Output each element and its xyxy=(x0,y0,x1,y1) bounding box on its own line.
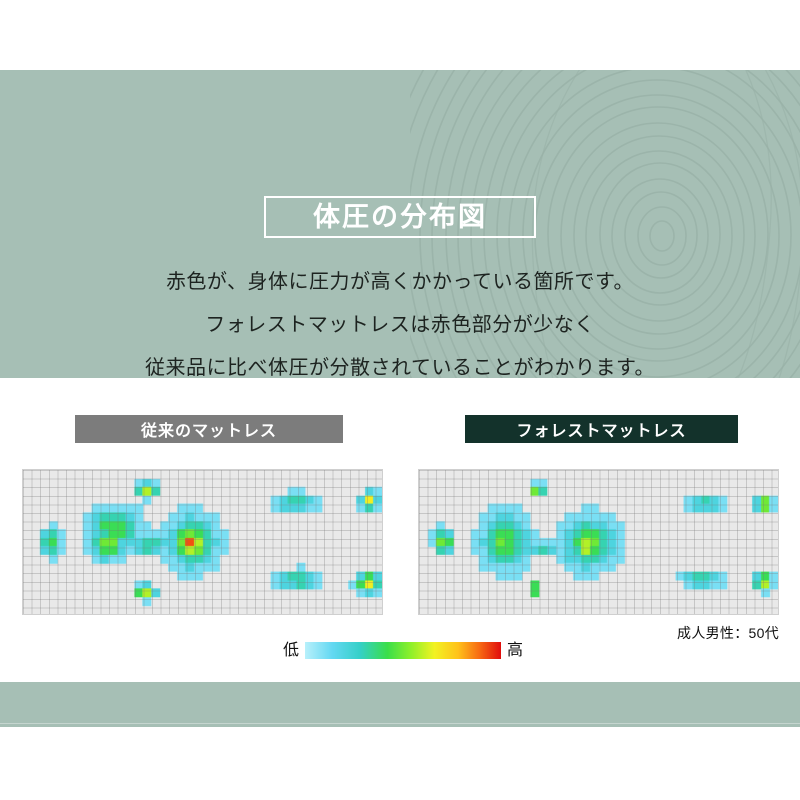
pressure-legend: 低 高 xyxy=(283,642,523,659)
heatmap-forest xyxy=(418,469,779,615)
legend-gradient-bar xyxy=(305,642,502,659)
heatmap-forest-canvas xyxy=(419,470,778,614)
footer-band xyxy=(0,682,800,727)
hero-description-line-2: フォレストマットレスは赤色部分が少なく xyxy=(205,314,595,336)
panel-label-conventional: 従来のマットレス xyxy=(75,415,343,443)
comparison-section: 従来のマットレス フォレストマットレス 成人男性：50代 低 高 xyxy=(0,378,800,682)
legend-low-label: 低 xyxy=(283,641,300,659)
panel-label-conventional-text: 従来のマットレス xyxy=(140,423,277,440)
hero-description-line-3: 従来品に比べ体圧が分散されていることがわかります。 xyxy=(145,357,655,378)
footer-hairline xyxy=(0,723,800,724)
page-title: 体圧の分布図 xyxy=(313,201,487,232)
subject-note: 成人男性：50代 xyxy=(677,625,779,641)
heatmap-conventional-canvas xyxy=(23,470,382,614)
panel-label-forest: フォレストマットレス xyxy=(465,415,738,443)
hero-description-line-1: 赤色が、身体に圧力が高くかかっている箇所です。 xyxy=(165,271,635,293)
panel-label-forest-text: フォレストマットレス xyxy=(516,423,687,440)
hero-description: 赤色が、身体に圧力が高くかかっている箇所です。 フォレストマットレスは赤色部分が… xyxy=(0,261,800,378)
heatmap-conventional xyxy=(22,469,383,615)
hero-section: 体圧の分布図 赤色が、身体に圧力が高くかかっている箇所です。 フォレストマットレ… xyxy=(0,70,800,378)
hero-title-box: 体圧の分布図 xyxy=(264,196,536,238)
legend-high-label: 高 xyxy=(507,641,524,659)
